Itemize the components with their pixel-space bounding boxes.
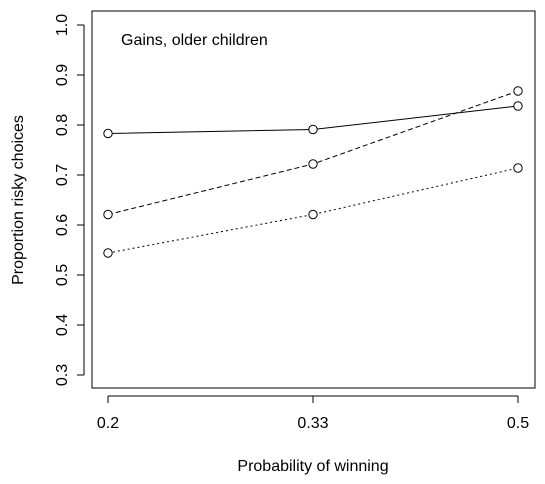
- data-point: [308, 209, 318, 220]
- x-tick-label: 0.2: [97, 415, 119, 432]
- data-point: [103, 128, 113, 139]
- y-tick-label: 0.9: [54, 64, 71, 86]
- series-line: [107, 90, 519, 215]
- y-tick-label: 0.6: [54, 214, 71, 236]
- y-tick-label: 0.5: [54, 264, 71, 286]
- plot-frame: [91, 10, 536, 389]
- series-1: [103, 101, 523, 139]
- series-2: [103, 86, 523, 220]
- x-tick-label: 0.5: [507, 415, 529, 432]
- data-point: [513, 163, 523, 173]
- data-point: [513, 101, 523, 111]
- x-axis-label: Probability of winning: [237, 458, 388, 475]
- y-tick-label: 1.0: [54, 14, 71, 36]
- data-point: [513, 86, 523, 96]
- y-tick-label: 0.7: [54, 164, 71, 186]
- data-point: [308, 124, 318, 135]
- data-point: [103, 248, 113, 258]
- data-point: [103, 209, 113, 220]
- y-tick-label: 0.4: [54, 314, 71, 336]
- y-axis-label: Proportion risky choices: [10, 115, 27, 285]
- y-axis: 0.3 0.4 0.5 0.6 0.7 0.8 0.9 1.0: [54, 14, 85, 386]
- x-axis: 0.2 0.33 0.5: [97, 395, 529, 432]
- x-tick-label: 0.33: [297, 415, 328, 432]
- y-tick-label: 0.8: [54, 114, 71, 136]
- y-tick-label: 0.3: [54, 364, 71, 386]
- data-point: [308, 159, 318, 169]
- chart-title: Gains, older children: [121, 32, 268, 49]
- series-3: [103, 163, 523, 258]
- series-layer: [103, 86, 523, 258]
